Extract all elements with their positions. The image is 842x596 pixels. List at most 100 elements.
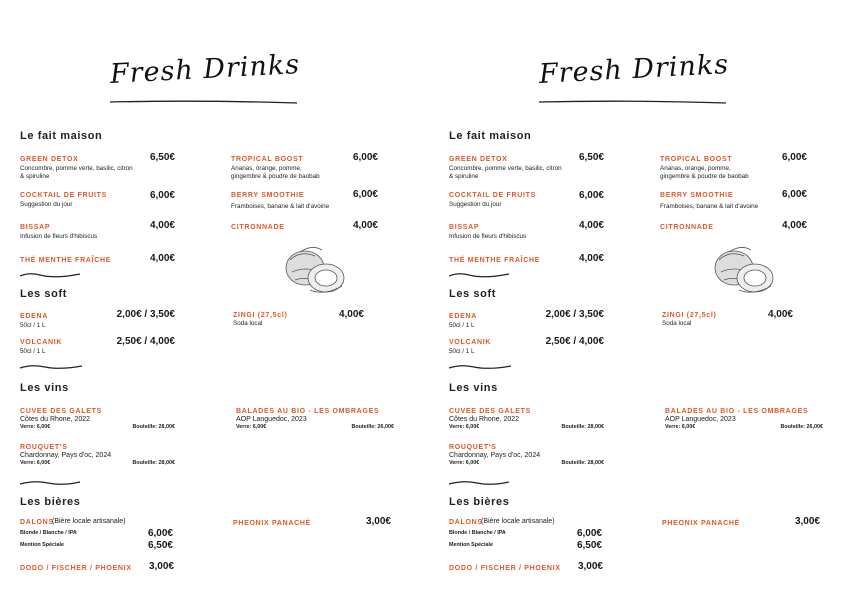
item-name: BISSAP — [20, 224, 51, 231]
item-description: Concombre, pomme verte, basilic, citron — [449, 165, 562, 172]
item-description: Soda local — [662, 320, 692, 327]
item-description: Ananas, orange, pomme, — [660, 165, 731, 172]
item-price: 6,00€ — [781, 189, 807, 200]
item-description: 50cl / 1 L — [449, 322, 475, 329]
item-name: BERRY SMOOTHIE — [231, 192, 305, 199]
item-name: PHEONIX PANACHÉ — [233, 520, 312, 527]
item-description: gingembre & poudre de baobab — [660, 173, 749, 180]
item-price: 2,50€ / 4,00€ — [545, 336, 604, 347]
coconut-illustration — [714, 247, 774, 293]
wine-glass-price: Verre: 6,00€ — [665, 424, 696, 430]
item-name: CITRONNADE — [231, 224, 285, 231]
item-price: 3,00€ — [148, 561, 174, 572]
item-price: 4,00€ — [578, 220, 604, 231]
item-note: (Bière locale artisanale) — [481, 518, 555, 525]
item-name: EDENA — [449, 313, 478, 320]
option-label: Blonde / Blanche / IPA — [20, 530, 77, 536]
wine-bottle-price: Bouteille: 28,00€ — [132, 424, 175, 430]
item-price: 6,50€ — [149, 152, 175, 163]
item-description: & spiruline — [20, 173, 50, 180]
item-name: EDENA — [20, 313, 49, 320]
option-label: Mention Spéciale — [449, 542, 494, 548]
wine-glass-price: Verre: 6,00€ — [20, 424, 51, 430]
wine-name: CUVEE DES GALETS — [449, 408, 531, 415]
item-description: 50cl / 1 L — [20, 322, 46, 329]
item-name: TROPICAL BOOST — [660, 156, 733, 163]
item-price: 6,00€ — [352, 189, 378, 200]
item-name: VOLCANIK — [20, 339, 63, 346]
item-description: 50cl / 1 L — [449, 348, 475, 355]
item-price: 3,00€ — [577, 561, 603, 572]
item-description: Suggestion du jour — [20, 201, 73, 208]
item-price: 6,00€ — [578, 190, 604, 201]
option-price: 6,00€ — [576, 528, 602, 539]
wine-origin: Côtes du Rhone, 2022 — [20, 416, 91, 423]
item-name: VOLCANIK — [449, 339, 492, 346]
option-price: 6,50€ — [576, 540, 602, 551]
item-name: ZINGI (27,5cl) — [662, 312, 717, 319]
wine-name: CUVEE DES GALETS — [20, 408, 102, 415]
decorations — [448, 100, 774, 485]
item-description: gingembre & poudre de baobab — [231, 173, 320, 180]
section-title: Le fait maison — [20, 130, 103, 142]
item-description: Framboises, banane & lait d'avoine — [231, 203, 330, 210]
divider — [19, 273, 81, 278]
decorations — [19, 100, 345, 485]
menu-panel: Fresh Drinks Le fait maison GREEN DETOX Con… — [429, 0, 842, 596]
coconut-illustration — [285, 247, 345, 293]
item-name: TROPICAL BOOST — [231, 156, 304, 163]
wine-glass-price: Verre: 6,00€ — [20, 460, 51, 466]
item-price: 4,00€ — [352, 220, 378, 231]
wine-origin: Chardonnay, Pays d'oc, 2024 — [449, 452, 541, 459]
wine-origin: Côtes du Rhone, 2022 — [449, 416, 520, 423]
item-name: BERRY SMOOTHIE — [660, 192, 734, 199]
divider — [19, 365, 83, 369]
item-price: 6,00€ — [352, 152, 378, 163]
item-description: Infusion de fleurs d'hibiscus — [20, 233, 98, 240]
item-name: THÉ MENTHE FRAÎCHE — [20, 257, 112, 264]
item-note: (Bière locale artisanale) — [52, 518, 126, 525]
item-price: 4,00€ — [578, 253, 604, 264]
wine-glass-price: Verre: 6,00€ — [236, 424, 267, 430]
item-price: 4,00€ — [149, 220, 175, 231]
item-description: Infusion de fleurs d'hibiscus — [449, 233, 527, 240]
title-underline — [109, 100, 298, 104]
item-name: COCKTAIL DE FRUITS — [449, 192, 537, 199]
item-description: Soda local — [233, 320, 263, 327]
item-price: 2,50€ / 4,00€ — [116, 336, 175, 347]
section-title: Les vins — [449, 382, 498, 394]
item-name: ZINGI (27,5cl) — [233, 312, 288, 319]
item-name: DODO / FISCHER / PHOENIX — [20, 565, 132, 572]
item-price: 3,00€ — [365, 516, 391, 527]
divider — [448, 365, 512, 369]
item-price: 4,00€ — [149, 253, 175, 264]
wine-bottle-price: Bouteille: 28,00€ — [561, 460, 604, 466]
wine-origin: Chardonnay, Pays d'oc, 2024 — [20, 452, 112, 459]
item-description: & spiruline — [449, 173, 479, 180]
menu-panel: Fresh Drinks Le fait maison GREEN DETOX Con… — [19, 49, 394, 572]
item-price: 6,50€ — [578, 152, 604, 163]
item-price: 3,00€ — [794, 516, 820, 527]
item-name: GREEN DETOX — [20, 156, 79, 163]
item-name: BISSAP — [449, 224, 480, 231]
item-name: THÉ MENTHE FRAÎCHE — [449, 257, 541, 264]
divider — [448, 481, 510, 485]
item-description: Suggestion du jour — [449, 201, 502, 208]
item-name: CITRONNADE — [660, 224, 714, 231]
item-price: 6,00€ — [149, 190, 175, 201]
wine-bottle-price: Bouteille: 26,00€ — [780, 424, 823, 430]
wine-name: BALADES AU BIO - LES OMBRAGES — [236, 408, 380, 415]
item-name: PHEONIX PANACHÉ — [662, 520, 741, 527]
wine-bottle-price: Bouteille: 28,00€ — [132, 460, 175, 466]
wine-glass-price: Verre: 6,00€ — [449, 460, 480, 466]
wine-origin: AOP Languedoc, 2023 — [665, 416, 736, 423]
item-name: GREEN DETOX — [449, 156, 508, 163]
section-title: Les soft — [20, 288, 67, 300]
option-price: 6,50€ — [147, 540, 173, 551]
section-title: Les bières — [20, 496, 81, 508]
item-name: COCKTAIL DE FRUITS — [20, 192, 108, 199]
item-description: Concombre, pomme verte, basilic, citron — [20, 165, 133, 172]
section-title: Les bières — [449, 496, 510, 508]
section-title: Le fait maison — [449, 130, 532, 142]
